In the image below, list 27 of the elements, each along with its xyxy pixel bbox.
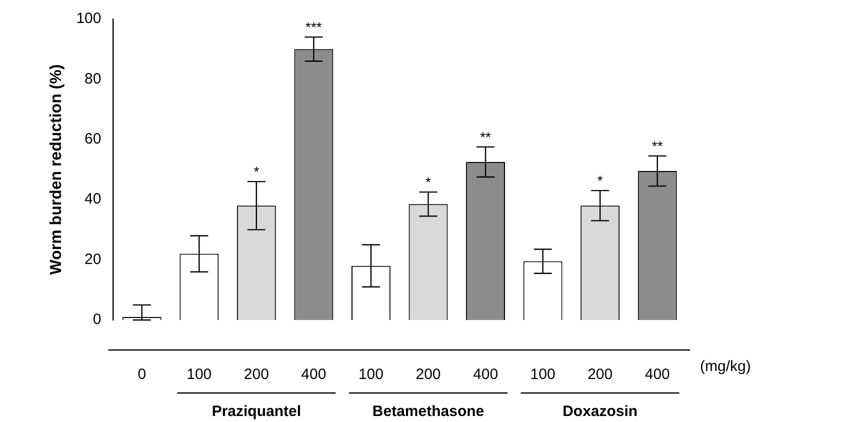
x-tick-label: 100 [530, 366, 556, 384]
text: (mg/kg) [700, 358, 751, 376]
y-tick-label: 0 [92, 311, 102, 328]
data-label: *** [306, 18, 322, 35]
x-tick-label: 200 [588, 366, 613, 384]
x-tick-label: 0 [138, 366, 146, 384]
text: Doxazosin [562, 403, 638, 420]
data-label: * [426, 174, 432, 190]
text: Praziquantel [212, 403, 302, 420]
x-tick-label: 200 [244, 366, 269, 384]
y-tick-label: 60 [84, 130, 102, 148]
x-tick-label: 400 [473, 366, 498, 384]
y-tick-label: 100 [76, 10, 102, 28]
x-tick-label: 100 [358, 366, 384, 384]
y-tick-label: 80 [84, 70, 102, 88]
data-label: ** [652, 138, 664, 154]
x-tick-label: 200 [416, 366, 441, 384]
text: Betamethasone [372, 403, 484, 420]
x-tick-label: 400 [301, 366, 326, 384]
x-tick-label: 100 [186, 366, 212, 384]
y-tick-label: 20 [84, 250, 102, 268]
data-label: ** [480, 128, 492, 145]
y-axis-title: Worm burden reduction (%) [48, 64, 66, 275]
y-tick-label: 40 [84, 190, 102, 208]
data-label: * [597, 172, 604, 188]
data-label: * [254, 163, 260, 180]
x-tick-label: 400 [644, 366, 670, 384]
